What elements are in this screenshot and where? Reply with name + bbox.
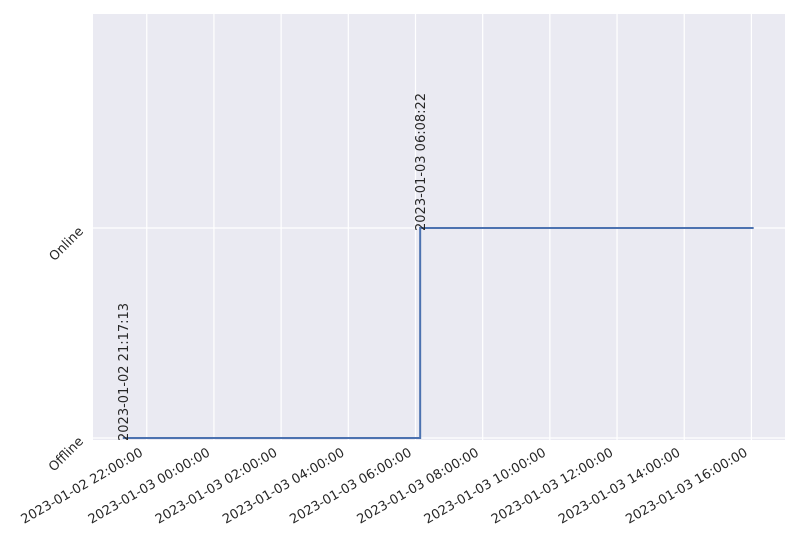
x-tick-label: 2023-01-03 08:00:00 bbox=[355, 445, 482, 527]
x-tick-label: 2023-01-03 02:00:00 bbox=[153, 445, 280, 527]
x-tick-label: 2023-01-03 16:00:00 bbox=[623, 445, 750, 527]
x-tick-label: 2023-01-03 14:00:00 bbox=[556, 445, 683, 527]
x-tick-label: 2023-01-03 00:00:00 bbox=[86, 445, 213, 527]
annotations: 2023-01-02 21:17:13 2023-01-03 06:08:22 bbox=[117, 93, 429, 441]
x-tick-label: 2023-01-03 12:00:00 bbox=[489, 445, 616, 527]
x-tick-label: 2023-01-03 10:00:00 bbox=[422, 445, 549, 527]
y-tick-label: Online bbox=[47, 224, 87, 264]
y-axis-ticks: Offline Online bbox=[46, 224, 87, 475]
series-status bbox=[122, 227, 754, 439]
x-tick-label: 2023-01-03 06:00:00 bbox=[287, 445, 414, 527]
annotation-label: 2023-01-03 06:08:22 bbox=[414, 93, 429, 231]
status-step-line bbox=[122, 227, 754, 439]
x-tick-label: 2023-01-02 22:00:00 bbox=[19, 445, 146, 527]
annotation-label: 2023-01-02 21:17:13 bbox=[117, 303, 132, 441]
x-tick-label: 2023-01-03 04:00:00 bbox=[220, 445, 347, 527]
y-tick-label: Offline bbox=[46, 434, 87, 475]
